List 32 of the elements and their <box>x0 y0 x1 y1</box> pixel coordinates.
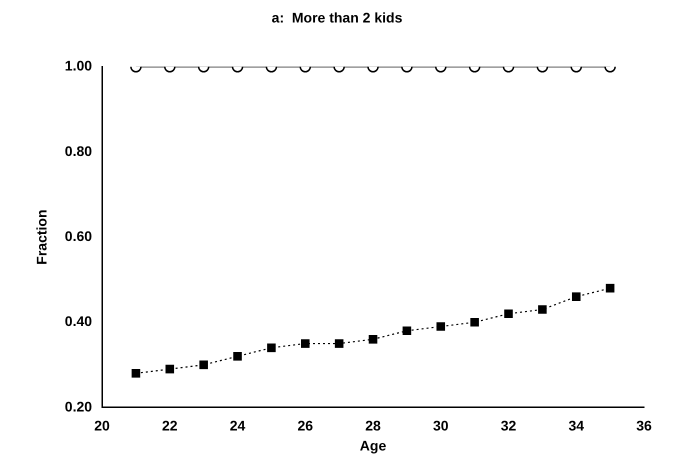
point <box>504 309 513 318</box>
point <box>199 360 208 370</box>
y-tick-label: 0.80 <box>64 142 92 159</box>
point <box>436 322 446 331</box>
x-tick-label: 26 <box>297 418 314 434</box>
point <box>572 292 581 301</box>
point <box>402 326 412 336</box>
point <box>132 369 140 378</box>
x-tick-label: 34 <box>568 418 584 434</box>
x-tick-label: 20 <box>94 418 110 434</box>
y-tick-label: 1.00 <box>64 58 92 74</box>
point <box>606 284 614 292</box>
point <box>233 352 242 361</box>
y-tick-label: 0.40 <box>64 313 92 330</box>
x-tick-label: 28 <box>365 418 382 434</box>
point <box>267 344 276 352</box>
x-tick-label: 24 <box>230 418 246 434</box>
y-tick-label: 0.60 <box>64 228 92 244</box>
point <box>470 318 479 327</box>
y-axis-title: Fraction <box>33 209 50 265</box>
x-tick-label: 32 <box>500 418 517 434</box>
y-tick-label: 0.20 <box>64 398 92 414</box>
x-axis-title: Age <box>360 437 386 454</box>
x-tick-label: 36 <box>636 418 652 434</box>
chart-title: a: More than 2 kids <box>272 9 403 26</box>
point <box>300 339 310 348</box>
point <box>368 334 378 344</box>
point <box>538 305 547 314</box>
x-tick-label: 22 <box>162 418 178 434</box>
point <box>334 339 344 348</box>
point <box>166 364 174 374</box>
x-tick-label: 30 <box>432 418 449 434</box>
